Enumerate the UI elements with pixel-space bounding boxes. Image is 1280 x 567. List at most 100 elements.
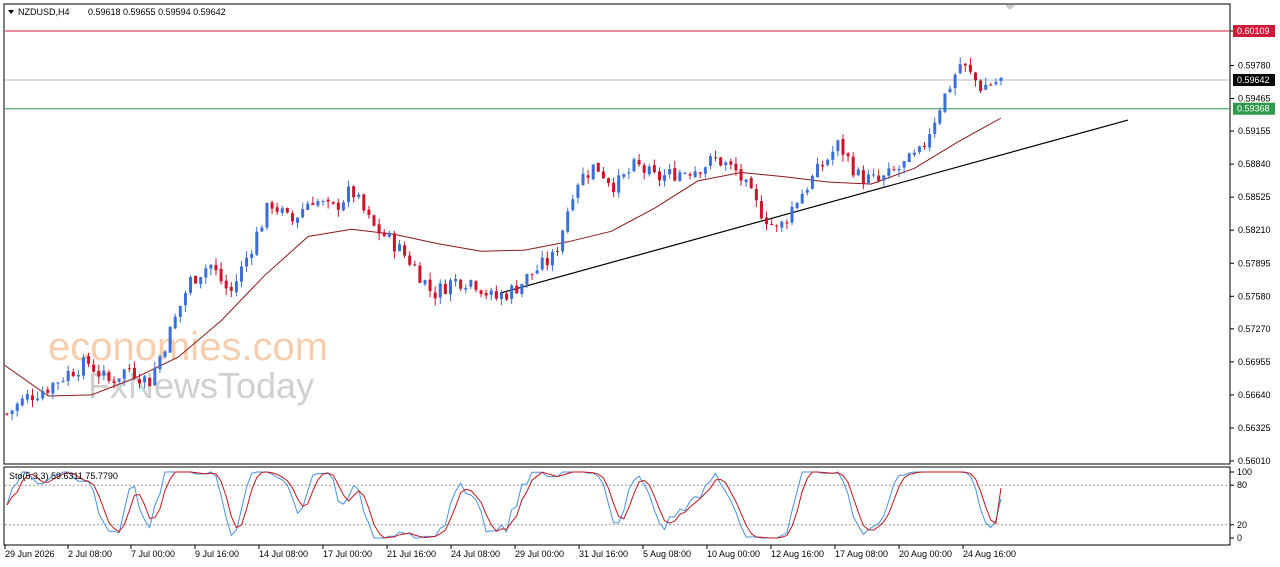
candle-body [448, 280, 452, 295]
candle-body [877, 175, 881, 181]
candle-body [530, 273, 534, 275]
candle-body [138, 379, 142, 384]
x-tick-label: 31 Jul 16:00 [579, 549, 628, 559]
candle-body [311, 202, 315, 205]
y-tick-label: 0.56955 [1238, 357, 1271, 367]
candle-body [81, 357, 85, 376]
candle-body [708, 156, 712, 166]
candle-body [729, 161, 733, 165]
candle-body [362, 194, 366, 211]
watermark-economies: economies.com [48, 325, 328, 369]
candle-body [693, 171, 697, 177]
y-tick-label: 0.57270 [1238, 324, 1271, 334]
candle-body [831, 151, 835, 160]
candle-body [474, 281, 478, 290]
candle-body [132, 367, 136, 379]
candle-body [413, 264, 417, 266]
candle-body [770, 224, 774, 226]
x-tick-label: 21 Jul 16:00 [387, 549, 436, 559]
candle-body [163, 351, 167, 357]
candle-body [928, 134, 932, 148]
candle-body [30, 395, 34, 401]
candle-body [464, 288, 468, 290]
candle-body [229, 286, 233, 291]
candle-body [836, 140, 840, 152]
candle-body [800, 193, 804, 204]
candle-body [326, 199, 330, 202]
candle-body [902, 161, 906, 168]
support-trendline[interactable] [499, 119, 1129, 294]
candle-body [285, 208, 289, 213]
candle-body [392, 233, 396, 252]
dropdown-triangle-icon[interactable] [8, 10, 14, 14]
candle-body [194, 275, 198, 284]
candle-body [754, 188, 758, 201]
candle-body [443, 284, 447, 294]
candle-body [561, 230, 565, 252]
x-tick-label: 29 Jul 00:00 [515, 549, 564, 559]
candle-body [984, 84, 988, 90]
x-tick-label: 10 Aug 00:00 [707, 549, 760, 559]
candle-body [46, 389, 50, 393]
candle-body [25, 394, 29, 400]
x-tick-label: 9 Jul 16:00 [195, 549, 239, 559]
candle-body [20, 398, 24, 406]
stochastic-panel [3, 466, 1231, 546]
y-tick-label: 0.59155 [1238, 126, 1271, 136]
candle-body [933, 122, 937, 134]
candle-body [841, 138, 845, 155]
resistance-price-label: 0.60109 [1237, 26, 1270, 36]
candle-body [209, 264, 213, 269]
candle-body [494, 291, 498, 299]
candle-body [71, 371, 75, 377]
candle-body [948, 88, 952, 93]
candle-body [66, 370, 70, 382]
candle-body [861, 170, 865, 184]
candle-body [688, 174, 692, 176]
candle-body [989, 84, 993, 86]
candle-body [438, 283, 442, 298]
moving-average-line [4, 117, 1002, 397]
candle-body [148, 377, 152, 387]
price-panel [3, 3, 1231, 465]
candle-body [719, 157, 723, 166]
candle-body [627, 172, 631, 174]
candle-body [968, 64, 972, 72]
x-tick-label: 17 Aug 08:00 [835, 549, 888, 559]
candle-body [382, 232, 386, 237]
candle-body [352, 186, 356, 198]
stoch-level-label: 80 [1237, 480, 1247, 490]
candle-body [872, 174, 876, 176]
candle-body [974, 72, 978, 81]
candle-body [423, 280, 427, 285]
watermark-fxnewstoday: FxNewsToday [88, 365, 314, 406]
candle-body [612, 182, 616, 193]
candle-body [632, 159, 636, 172]
y-tick-label: 0.56325 [1238, 423, 1271, 433]
candle-body [606, 178, 610, 183]
candle-body [617, 175, 621, 193]
candle-body [953, 74, 957, 89]
candle-body [51, 382, 55, 394]
candle-body [454, 278, 458, 282]
candle-body [535, 270, 539, 274]
y-tick-label: 0.57895 [1238, 258, 1271, 268]
candle-body [923, 146, 927, 148]
chart-shift-marker-icon[interactable] [1005, 5, 1015, 10]
candle-body [357, 194, 361, 197]
candle-body [683, 173, 687, 175]
candle-body [601, 171, 605, 179]
candle-body [622, 174, 626, 177]
candle-body [805, 189, 809, 193]
candle-body [897, 168, 901, 171]
candle-body [433, 292, 437, 299]
candle-body [566, 211, 570, 232]
stochastic-signal-line [6, 471, 1002, 539]
candle-body [510, 285, 514, 299]
candle-body [189, 277, 193, 293]
candle-body [744, 179, 748, 183]
candle-body [61, 380, 65, 382]
candle-body [92, 364, 96, 372]
candle-body [815, 163, 819, 178]
candle-body [866, 174, 870, 184]
